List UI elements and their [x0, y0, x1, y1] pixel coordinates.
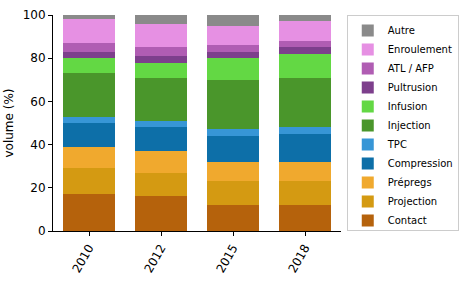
svg-text:2018: 2018: [285, 242, 312, 275]
svg-text:2010: 2010: [69, 242, 96, 275]
svg-text:40: 40: [30, 138, 45, 152]
svg-text:100: 100: [23, 8, 46, 22]
svg-text:Enroulement: Enroulement: [388, 44, 452, 55]
svg-text:2015: 2015: [213, 242, 240, 275]
svg-text:2012: 2012: [141, 242, 168, 275]
svg-text:60: 60: [30, 95, 45, 109]
svg-text:volume (%): volume (%): [2, 88, 16, 157]
svg-text:Pultrusion: Pultrusion: [388, 82, 438, 93]
svg-text:Prépregs: Prépregs: [388, 177, 432, 188]
svg-text:80: 80: [30, 51, 45, 65]
svg-text:Injection: Injection: [388, 120, 431, 131]
svg-text:Autre: Autre: [388, 25, 415, 36]
svg-text:20: 20: [30, 181, 45, 195]
svg-text:Contact: Contact: [388, 215, 427, 226]
svg-text:0: 0: [38, 224, 46, 238]
svg-text:Projection: Projection: [388, 196, 437, 207]
svg-text:TPC: TPC: [387, 139, 407, 150]
svg-text:ATL / AFP: ATL / AFP: [388, 63, 434, 74]
svg-text:Compression: Compression: [388, 158, 453, 169]
svg-text:Infusion: Infusion: [388, 101, 428, 112]
